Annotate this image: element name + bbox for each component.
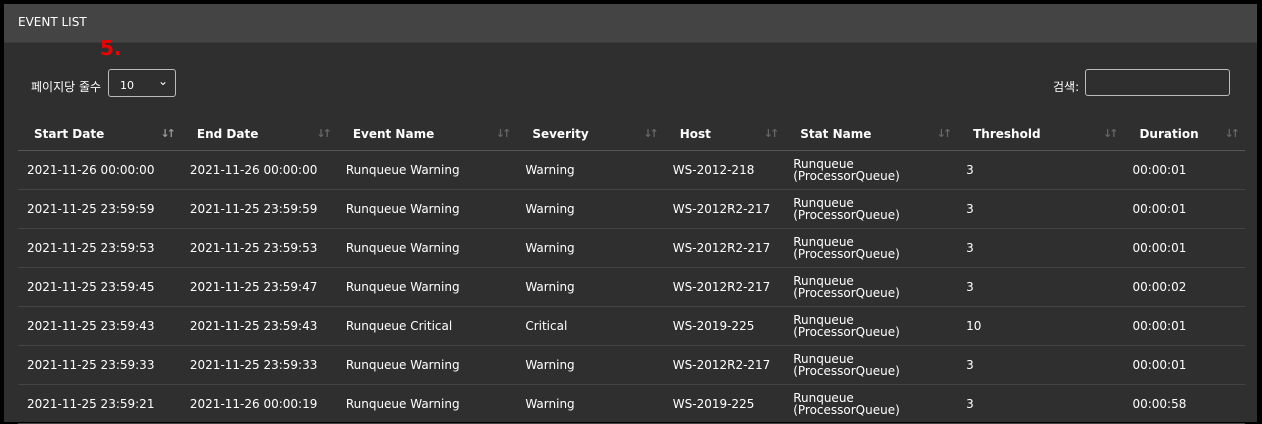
cell-start-date: 2021-11-25 23:59:43 [18,306,181,346]
cell-stat-name: Runqueue (ProcessorQueue) [784,306,958,346]
cell-end-date: 2021-11-26 00:00:00 [180,150,337,190]
cell-threshold: 3 [957,345,1124,385]
page-length-select[interactable]: 10 ⌄ [108,69,176,97]
sort-arrows-icon[interactable]: ↓↑ [316,127,332,140]
table-header-row: Start Date ↓↑ End Date ↓↑ Event Name ↓↑ Severi… [18,118,1245,151]
cell-duration: 00:00:58 [1123,384,1245,424]
table-row[interactable]: 2021-11-25 23:59:21 2021-11-26 00:00:19 Ru… [18,384,1245,424]
column-header-end-date[interactable]: End Date ↓↑ [180,118,337,151]
cell-threshold: 10 [957,306,1124,346]
cell-severity: Warning [516,189,664,229]
cell-stat-name: Runqueue (ProcessorQueue) [784,384,958,424]
column-header-stat-name[interactable]: Stat Name ↓↑ [784,118,958,151]
panel-title: EVENT LIST [18,15,87,29]
cell-event-name: Runqueue Warning [336,384,517,424]
cell-stat-name: Runqueue (ProcessorQueue) [784,189,958,229]
cell-stat-name: Runqueue (ProcessorQueue) [784,150,958,190]
cell-end-date: 2021-11-26 00:00:19 [180,384,337,424]
column-header-start-date[interactable]: Start Date ↓↑ [18,118,181,151]
cell-duration: 00:00:01 [1123,345,1245,385]
cell-severity: Warning [516,150,664,190]
cell-start-date: 2021-11-25 23:59:45 [18,267,181,307]
cell-stat-name: Runqueue (ProcessorQueue) [784,228,958,268]
column-header-host[interactable]: Host ↓↑ [663,118,785,151]
cell-event-name: Runqueue Critical [336,306,517,346]
cell-event-name: Runqueue Warning [336,267,517,307]
table-row[interactable]: 2021-11-26 00:00:00 2021-11-26 00:00:00 Ru… [18,150,1245,190]
sort-arrows-icon[interactable]: ↓↑ [1224,127,1241,140]
cell-start-date: 2021-11-25 23:59:21 [18,384,181,424]
cell-severity: Warning [516,345,664,385]
cell-host: WS-2012R2-217 [663,267,785,307]
chevron-down-icon: ⌄ [157,74,168,88]
column-header-label: Threshold [973,127,1041,141]
cell-host: WS-2012R2-217 [663,345,785,385]
cell-severity: Warning [516,384,664,424]
table-row[interactable]: 2021-11-25 23:59:33 2021-11-25 23:59:33 Ru… [18,345,1245,385]
sort-arrows-icon[interactable]: ↓↑ [936,127,953,140]
annotation-label: 5. [100,36,122,60]
search-input[interactable] [1085,69,1230,96]
sort-arrows-icon[interactable]: ↓↑ [643,127,659,140]
cell-event-name: Runqueue Warning [336,189,517,229]
event-table: Start Date ↓↑ End Date ↓↑ Event Name ↓↑ Severi… [18,118,1245,424]
cell-end-date: 2021-11-25 23:59:59 [180,189,337,229]
cell-end-date: 2021-11-25 23:59:43 [180,306,337,346]
column-header-event-name[interactable]: Event Name ↓↑ [336,118,517,151]
cell-threshold: 3 [957,150,1124,190]
cell-stat-name: Runqueue (ProcessorQueue) [784,345,958,385]
cell-end-date: 2021-11-25 23:59:47 [180,267,337,307]
cell-event-name: Runqueue Warning [336,228,517,268]
cell-end-date: 2021-11-25 23:59:33 [180,345,337,385]
cell-host: WS-2019-225 [663,306,785,346]
cell-threshold: 3 [957,384,1124,424]
cell-end-date: 2021-11-25 23:59:53 [180,228,337,268]
column-header-label: Event Name [352,127,435,141]
sort-arrows-icon[interactable]: ↓↑ [1103,127,1119,140]
cell-threshold: 3 [957,189,1124,229]
column-header-label: End Date [196,127,259,141]
cell-severity: Warning [516,267,664,307]
column-header-threshold[interactable]: Threshold ↓↑ [957,118,1124,151]
cell-threshold: 3 [957,228,1124,268]
cell-duration: 00:00:01 [1123,150,1245,190]
cell-host: WS-2012-218 [663,150,785,190]
search-label: 검색: [1053,80,1080,94]
column-header-label: Severity [532,127,589,141]
cell-start-date: 2021-11-26 00:00:00 [18,150,181,190]
cell-duration: 00:00:01 [1123,306,1245,346]
cell-start-date: 2021-11-25 23:59:33 [18,345,181,385]
sort-arrows-icon[interactable]: ↓↑ [160,127,176,140]
table-row[interactable]: 2021-11-25 23:59:53 2021-11-25 23:59:53 Ru… [18,228,1245,268]
column-header-label: Stat Name [800,127,872,141]
cell-event-name: Runqueue Warning [336,150,517,190]
table-row[interactable]: 2021-11-25 23:59:59 2021-11-25 23:59:59 Ru… [18,189,1245,229]
panel-header: EVENT LIST [4,4,1257,43]
column-header-label: Duration [1139,127,1199,141]
cell-host: WS-2012R2-217 [663,189,785,229]
cell-start-date: 2021-11-25 23:59:59 [18,189,181,229]
cell-severity: Critical [516,306,664,346]
table-row[interactable]: 2021-11-25 23:59:43 2021-11-25 23:59:43 Ru… [18,306,1245,346]
table-row[interactable]: 2021-11-25 23:59:45 2021-11-25 23:59:47 Ru… [18,267,1245,307]
page-length-label: 페이지당 줄수 [31,80,102,94]
cell-threshold: 3 [957,267,1124,307]
cell-start-date: 2021-11-25 23:59:53 [18,228,181,268]
column-header-severity[interactable]: Severity ↓↑ [516,118,664,151]
sort-arrows-icon[interactable]: ↓↑ [763,127,780,140]
cell-host: WS-2012R2-217 [663,228,785,268]
cell-severity: Warning [516,228,664,268]
cell-duration: 00:00:01 [1123,189,1245,229]
cell-stat-name: Runqueue (ProcessorQueue) [784,267,958,307]
cell-host: WS-2019-225 [663,384,785,424]
column-header-label: Start Date [34,127,105,141]
column-header-duration[interactable]: Duration ↓↑ [1123,118,1245,151]
sort-arrows-icon[interactable]: ↓↑ [495,127,512,140]
cell-duration: 00:00:02 [1123,267,1245,307]
event-list-panel: EVENT LIST 5. 페이지당 줄수 10 ⌄ 검색: Start Dat… [4,4,1257,424]
cell-duration: 00:00:01 [1123,228,1245,268]
column-header-label: Host [679,127,711,141]
page-length-value: 10 [120,79,134,92]
cell-event-name: Runqueue Warning [336,345,517,385]
